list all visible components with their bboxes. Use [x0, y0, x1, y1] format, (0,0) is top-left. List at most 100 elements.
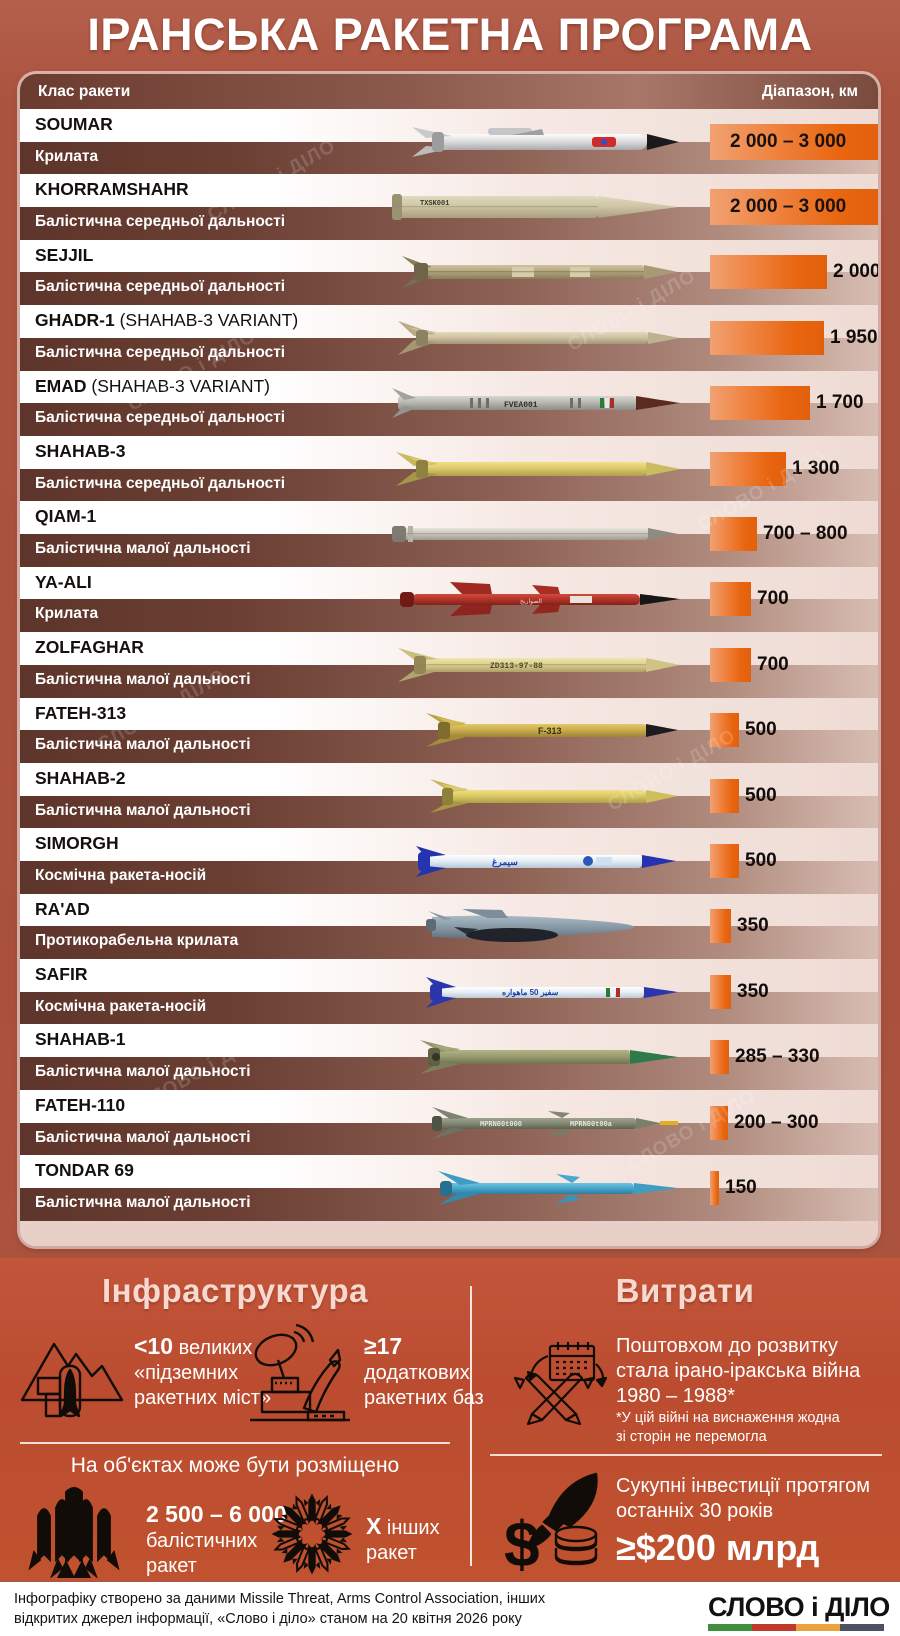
- missile-type: Балістична малої дальності: [35, 736, 251, 754]
- missile-name-main: RA'AD: [35, 898, 90, 919]
- table-row: ZOLFAGHAR Балістична малої дальності ZD31…: [20, 632, 878, 698]
- table-row: RA'AD Протикорабельна крилата 350: [20, 893, 878, 960]
- missile-name: TONDAR 69: [35, 1160, 134, 1181]
- missile-name: SOUMAR: [35, 114, 113, 135]
- missile-name: YA-ALI: [35, 572, 92, 593]
- missile-name: SHAHAB-3: [35, 441, 125, 462]
- infra-item-other-missiles: X інших ракет: [366, 1514, 440, 1566]
- costs-war-note2: зі сторін не перемогла: [616, 1429, 767, 1445]
- infra-silos-line2: «підземних: [134, 1362, 239, 1384]
- column-header-range: Діапазон, км: [761, 83, 858, 100]
- missile-type-cell: Балістична середньої дальності: [20, 337, 878, 371]
- costs-invest-line1: Сукупні інвестиції протягом: [616, 1475, 871, 1497]
- infra-other-line2: ракет: [366, 1542, 417, 1564]
- missile-type-cell: Балістична середньої дальності: [20, 272, 878, 306]
- table-row: SHAHAB-3 Балістична середньої дальності 1…: [20, 435, 878, 502]
- table-body: SOUMAR Крилата 2 000 – 3 000 KHORRAMSHAHR Б…: [20, 109, 878, 1221]
- missile-type: Балістична малої дальності: [35, 1193, 251, 1211]
- table-row: SIMORGH Космічна ракета-носій سیمرغ 500: [20, 828, 878, 894]
- missile-type: Балістична малої дальності: [35, 1063, 251, 1081]
- missile-table-panel: Клас ракети Діапазон, км SOUMAR Крилата 2…: [20, 74, 878, 1246]
- infra-ballistic-range: 2 500 – 6 000: [146, 1501, 287, 1527]
- missile-name: SIMORGH: [35, 833, 119, 854]
- infrastructure-heading: Інфраструктура: [101, 1272, 368, 1309]
- missile-type-cell: Балістична малої дальності: [20, 1122, 878, 1156]
- missile-type-cell: Балістична малої дальності: [20, 664, 878, 698]
- table-row: TONDAR 69 Балістична малої дальності 150: [20, 1155, 878, 1221]
- logo-color-bar: [840, 1624, 884, 1631]
- missile-type-cell: Космічна ракета-носій: [20, 991, 878, 1025]
- missile-name-variant: (SHAHAB-3 VARIANT): [114, 310, 299, 331]
- missile-type-cell: Балістична малої дальності: [20, 730, 878, 763]
- missile-base-radar-icon: [244, 1324, 356, 1422]
- missile-type-cell: Балістична малої дальності: [20, 1187, 878, 1221]
- footer: Інфографіку створено за даними Missile T…: [0, 1582, 900, 1636]
- missile-name: KHORRAMSHAHR: [35, 179, 189, 200]
- brand-logo-colorbars: [708, 1624, 884, 1631]
- missile-stack-icon: [26, 1486, 122, 1578]
- missile-name-cell: GHADR-1 (SHAHAB-3 VARIANT): [20, 305, 878, 338]
- missile-burst-icon: [264, 1488, 360, 1580]
- missile-name: QIAM-1: [35, 506, 96, 527]
- missile-type: Балістична середньої дальності: [35, 409, 286, 427]
- missile-name-main: QIAM-1: [35, 506, 97, 527]
- infra-other-count: X: [366, 1513, 382, 1539]
- infra-other-rest: інших: [381, 1517, 440, 1539]
- costs-divider: [490, 1454, 882, 1456]
- footer-line-2: відкритих джерел інформації, «Слово і ді…: [14, 1611, 522, 1627]
- missile-name: SAFIR: [35, 964, 88, 985]
- missile-name-cell: SIMORGH: [20, 828, 878, 861]
- missile-type: Космічна ракета-носій: [35, 866, 207, 884]
- missile-name: SHAHAB-2: [35, 768, 125, 789]
- missile-type: Балістична малої дальності: [35, 540, 251, 558]
- vertical-divider: [470, 1286, 472, 1566]
- missile-type: Протикорабельна крилата: [35, 932, 239, 950]
- table-row: KHORRAMSHAHR Балістична середньої дальнос…: [20, 174, 878, 240]
- brand-logo[interactable]: СЛОВО і ДІЛО: [708, 1592, 890, 1631]
- table-row: YA-ALI Крилата الصواريخ 700: [20, 566, 878, 633]
- infra-bases-line2: додаткових: [364, 1362, 470, 1384]
- infra-bases-count: ≥17: [364, 1333, 403, 1359]
- missile-name-cell: SHAHAB-1: [20, 1024, 878, 1058]
- costs-war-note1: *У цій війні на виснаження жодна: [616, 1410, 840, 1426]
- war-period-icon: [504, 1336, 608, 1428]
- table-row: GHADR-1 (SHAHAB-3 VARIANT) Балістична сер…: [20, 305, 878, 371]
- infra-silos-rest: великих: [173, 1337, 253, 1359]
- table-row: SEJJIL Балістична середньої дальності 2 0…: [20, 239, 878, 306]
- underground-silo-icon: [18, 1326, 128, 1422]
- missile-name: ZOLFAGHAR: [35, 637, 144, 658]
- logo-color-bar: [752, 1624, 796, 1631]
- missile-name-cell: KHORRAMSHAHR: [20, 174, 878, 208]
- missile-type-cell: Балістична середньої дальності: [20, 403, 878, 436]
- missile-type: Балістична малої дальності: [35, 1128, 251, 1146]
- table-row: FATEH-110 Балістична малої дальності MPRN…: [20, 1089, 878, 1156]
- infra-item-bases: ≥17 додаткових ракетних баз: [364, 1334, 484, 1411]
- table-row: QIAM-1 Балістична малої дальності 700 – 8…: [20, 501, 878, 567]
- costs-item-war: Поштовхом до розвитку стала ірано-іраксь…: [616, 1334, 860, 1447]
- logo-color-bar: [708, 1624, 752, 1631]
- svg-text:$: $: [504, 1508, 540, 1574]
- page-title: ІРАНСЬКА РАКЕТНА ПРОГРАМА: [87, 9, 813, 60]
- column-header-class: Клас ракети: [38, 83, 131, 100]
- missile-name-main: SHAHAB-2: [35, 767, 126, 788]
- missile-name-cell: EMAD (SHAHAB-3 VARIANT): [20, 370, 878, 404]
- costs-invest-line2: останніх 30 років: [616, 1500, 774, 1522]
- infra-silos-count: <10: [134, 1333, 174, 1359]
- missile-name-main: SHAHAB-3: [35, 440, 126, 461]
- missile-name-cell: TONDAR 69: [20, 1155, 878, 1188]
- missile-name-cell: FATEH-110: [20, 1089, 878, 1123]
- missile-type: Балістична середньої дальності: [35, 343, 286, 361]
- missile-name-main: SOUMAR: [35, 114, 113, 134]
- missile-name-main: KHORRAMSHAHR: [35, 179, 189, 200]
- missile-name-main: FATEH-313: [35, 702, 127, 723]
- costs-heading: Витрати: [615, 1272, 755, 1309]
- missile-name-cell: SHAHAB-2: [20, 762, 878, 796]
- missile-type-cell: Балістична середньої дальності: [20, 468, 878, 502]
- missile-name-main: SAFIR: [35, 964, 88, 985]
- missile-name-main: GHADR-1: [35, 310, 115, 331]
- missile-type-cell: Протикорабельна крилата: [20, 926, 878, 960]
- missile-name-cell: SAFIR: [20, 959, 878, 992]
- infra-item-ballistic-count: 2 500 – 6 000 балістичних ракет: [146, 1502, 287, 1579]
- missile-name: SHAHAB-1: [35, 1029, 125, 1050]
